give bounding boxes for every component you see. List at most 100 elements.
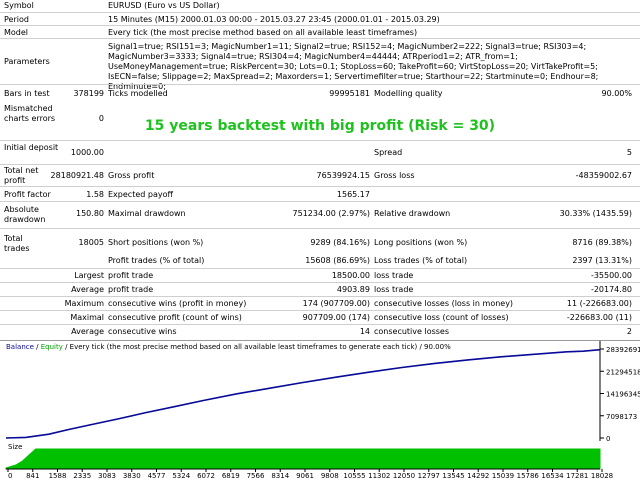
row-profit-trades: Profit trades (% of total) 15608 (86.69%… — [0, 253, 640, 268]
average-profit-label: profit trade — [108, 285, 154, 294]
row-net-profit: Total net profit 28180921.48 Gross profi… — [0, 164, 640, 187]
short-positions-label: Short positions (won %) — [108, 238, 204, 247]
maximal-cons-profit-label: consecutive profit (count of wins) — [108, 313, 242, 322]
short-positions-value: 9289 (84.16%) — [310, 238, 370, 247]
row-average: Average profit trade 4903.89 loss trade … — [0, 282, 640, 297]
maximal-label: Maximal — [70, 313, 104, 322]
size-plot: Size 0 841 1588 2335 3083 3830 4577 5324 6072 6819… — [0, 441, 640, 480]
period-label: Period — [4, 15, 29, 24]
headline-text: 15 years backtest with big profit (Risk … — [144, 118, 496, 134]
loss-trades-value: 2397 (13.31%) — [572, 256, 632, 265]
maximum-label: Maximum — [64, 299, 104, 308]
x-tick-label: 12797 — [418, 472, 440, 480]
legend-equity: Equity — [40, 343, 63, 351]
bars-value: 378199 — [73, 89, 104, 98]
total-trades-label: Total trades — [4, 234, 30, 253]
y-tick-label: 14196345 — [606, 391, 640, 399]
x-tick-label: 5324 — [172, 472, 190, 480]
parameters-label: Parameters — [4, 57, 50, 66]
x-tick-label: 13545 — [442, 472, 464, 480]
expected-payoff-value: 1565.17 — [336, 190, 370, 199]
x-tick-label: 1588 — [49, 472, 67, 480]
row-total-trades: Total trades 18005 Short positions (won … — [0, 228, 640, 254]
x-tick-label: 3830 — [123, 472, 141, 480]
rel-drawdown-value: 30.33% (1435.59) — [559, 209, 632, 218]
avg-cons-losses-value: 2 — [626, 327, 632, 336]
max-drawdown-label: Maximal drawdown — [108, 209, 186, 218]
model-value: Every tick (the most precise method base… — [108, 28, 418, 37]
legend-description: / Every tick (the most precise method ba… — [62, 343, 451, 351]
average-profit-value: 4903.89 — [336, 285, 370, 294]
x-tick-label: 17281 — [566, 472, 588, 480]
x-tick-label: 8314 — [271, 472, 289, 480]
x-tick-label: 9808 — [321, 472, 339, 480]
total-trades-value: 18005 — [78, 238, 104, 247]
max-cons-losses-value: 11 (-226683.00) — [566, 299, 632, 308]
size-chart: Size 0 841 1588 2335 3083 3830 4577 5324 6072 6819… — [0, 441, 640, 480]
mismatched-label: Mismatched charts errors — [4, 104, 56, 123]
average-label: Average — [71, 285, 104, 294]
avg-label: Average — [71, 327, 104, 336]
mismatched-value: 0 — [98, 114, 104, 123]
x-tick-label: 4577 — [148, 472, 166, 480]
row-model: Model Every tick (the most precise metho… — [0, 25, 640, 39]
legend-separator: / — [33, 343, 41, 351]
row-avg-consecutive: Average consecutive wins 14 consecutive … — [0, 324, 640, 340]
largest-loss-label: loss trade — [374, 271, 414, 280]
x-tick-label: 6819 — [222, 472, 240, 480]
largest-profit-value: 18500.00 — [331, 271, 370, 280]
row-initial-deposit: Initial deposit 1000.00 Spread 5 — [0, 140, 640, 165]
profit-factor-label: Profit factor — [4, 190, 51, 199]
row-maximum: Maximum consecutive wins (profit in mone… — [0, 296, 640, 311]
largest-label: Largest — [74, 271, 104, 280]
bars-label: Bars in test — [4, 89, 50, 98]
x-tick-label: 15039 — [492, 472, 514, 480]
expected-payoff-label: Expected payoff — [108, 190, 173, 199]
initial-deposit-label: Initial deposit — [4, 143, 59, 152]
x-tick-label: 10555 — [343, 472, 365, 480]
x-tick-label: 11302 — [368, 472, 390, 480]
row-drawdown: Absolute drawdown 150.80 Maximal drawdow… — [0, 201, 640, 229]
row-maximal: Maximal consecutive profit (count of win… — [0, 310, 640, 325]
x-tick-label: 6072 — [197, 472, 215, 480]
profit-trades-value: 15608 (86.69%) — [305, 256, 370, 265]
max-drawdown-value: 751234.00 (2.97%) — [292, 209, 370, 218]
max-cons-wins-label: consecutive wins (profit in money) — [108, 299, 247, 308]
chart-legend: Balance / Equity / Every tick (the most … — [6, 343, 451, 351]
row-mismatched: Mismatched charts errors 0 — [0, 100, 640, 140]
x-tick-label: 7566 — [247, 472, 265, 480]
spread-value: 5 — [626, 148, 632, 157]
x-tick-label: 841 — [26, 472, 39, 480]
long-positions-value: 8716 (89.38%) — [572, 238, 632, 247]
gross-loss-value: -48359002.67 — [575, 171, 632, 180]
gross-profit-value: 76539924.15 — [316, 171, 370, 180]
row-parameters: Parameters Signal1=true; RSI151=3; Magic… — [0, 38, 640, 91]
symbol-label: Symbol — [4, 1, 34, 10]
balance-plot: 28392691 21294518 14196345 7098173 0 — [5, 341, 640, 441]
ticks-value: 99995181 — [329, 89, 370, 98]
y-tick-label: 0 — [606, 435, 610, 441]
x-tick-label: 12050 — [393, 472, 415, 480]
quality-label: Modelling quality — [374, 89, 443, 98]
x-tick-label: 9061 — [296, 472, 314, 480]
abs-drawdown-label: Absolute drawdown — [4, 205, 46, 224]
x-tick-label: 2335 — [73, 472, 91, 480]
y-tick-label: 28392691 — [606, 346, 640, 354]
maximal-cons-loss-label: consecutive loss (count of losses) — [374, 313, 509, 322]
symbol-value: EURUSD (Euro vs US Dollar) — [108, 1, 220, 10]
model-label: Model — [4, 28, 29, 37]
x-tick-label: 16534 — [541, 472, 564, 480]
row-largest: Largest profit trade 18500.00 loss trade… — [0, 268, 640, 283]
x-tick-label: 0 — [8, 472, 12, 480]
row-bars: Bars in test 378199 Ticks modelled 99995… — [0, 84, 640, 101]
initial-deposit-value: 1000.00 — [70, 148, 104, 157]
parameters-value: Signal1=true; RSI151=3; MagicNumber1=11;… — [108, 42, 599, 91]
legend-balance: Balance — [6, 343, 34, 351]
size-label: Size — [8, 443, 22, 451]
average-loss-label: loss trade — [374, 285, 414, 294]
max-cons-wins-value: 174 (907709.00) — [302, 299, 370, 308]
y-tick-label: 7098173 — [606, 413, 637, 421]
net-profit-label: Total net profit — [4, 166, 39, 185]
loss-trades-label: Loss trades (% of total) — [374, 256, 468, 265]
net-profit-value: 28180921.48 — [50, 171, 104, 180]
